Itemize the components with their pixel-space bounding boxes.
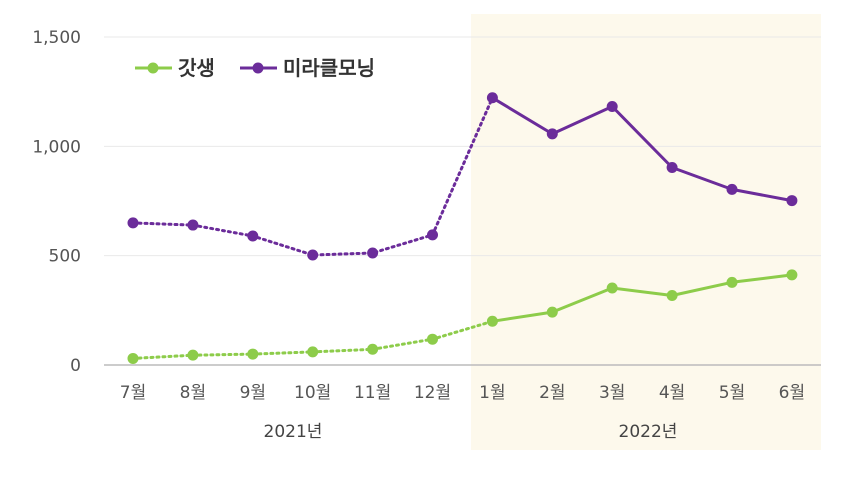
year-label-2022: 2022년 <box>619 422 678 442</box>
series-1-point-11 <box>726 276 738 288</box>
legend-label-gatsaeng: 갓생 <box>178 56 215 80</box>
x-tick-label-5: 11월 <box>354 383 391 403</box>
series-2-point-7 <box>486 92 498 104</box>
legend-marker-gatsaeng <box>147 62 159 74</box>
series-2-point-12 <box>786 195 798 207</box>
y-tick-label-1000: 1,000 <box>32 137 81 157</box>
y-tick-label-500: 500 <box>49 247 81 267</box>
series-1 <box>127 269 798 364</box>
y-tick-label-0: 0 <box>70 356 81 376</box>
series-1-point-6 <box>427 333 438 345</box>
series-1-point-8 <box>546 306 558 318</box>
series-2-solid-segment <box>491 96 793 203</box>
legend: 갓생 미라클모닝 <box>135 56 375 80</box>
series-2-point-8 <box>546 128 558 140</box>
x-tick-label-7: 1월 <box>479 383 505 403</box>
series-2-point-10 <box>666 162 678 174</box>
series-layer <box>127 92 798 364</box>
series-2-point-3 <box>247 230 259 242</box>
x-axis: 7월 8월 9월 10월 11월 12월 1월 2월 3월 4월 5월 6월 <box>104 364 821 403</box>
series-1-point-12 <box>786 269 798 281</box>
series-2-dotted-segment <box>131 96 494 257</box>
series-1-point-1 <box>127 352 139 364</box>
series-2 <box>127 92 798 261</box>
series-2-point-4 <box>307 249 319 261</box>
series-1-point-3 <box>247 348 259 360</box>
series-2-point-9 <box>606 101 618 113</box>
series-1-point-4 <box>307 346 319 358</box>
x-tick-label-10: 4월 <box>659 383 685 403</box>
y-tick-label-1500: 1,500 <box>32 28 81 48</box>
series-1-point-10 <box>666 289 678 301</box>
series-1-point-7 <box>486 315 498 327</box>
x-tick-label-11: 5월 <box>719 383 745 403</box>
series-1-point-5 <box>367 343 379 355</box>
series-2-point-2 <box>187 219 199 231</box>
x-tick-label-4: 10월 <box>294 383 331 403</box>
legend-marker-miracle-morning <box>252 62 264 74</box>
series-2-point-1 <box>127 217 139 229</box>
series-1-point-2 <box>187 349 199 361</box>
year-labels: 2021년 2022년 <box>264 422 678 442</box>
x-tick-label-6: 12월 <box>414 383 451 403</box>
x-tick-label-12: 6월 <box>779 383 805 403</box>
x-tick-label-1: 7월 <box>120 383 146 403</box>
series-1-point-9 <box>606 282 618 294</box>
year-label-2021: 2021년 <box>264 422 323 442</box>
legend-label-miracle-morning: 미라클모닝 <box>283 56 375 80</box>
x-tick-label-8: 2월 <box>539 383 565 403</box>
year-2022-highlight-band <box>471 14 821 450</box>
y-axis: 0 500 1,000 1,500 <box>32 28 81 376</box>
x-tick-label-9: 3월 <box>599 383 625 403</box>
x-tick-label-2: 8월 <box>180 383 206 403</box>
series-1-solid-segment <box>492 273 793 323</box>
series-2-point-6 <box>427 229 438 241</box>
gridlines <box>104 36 821 257</box>
series-2-point-5 <box>367 247 379 259</box>
x-tick-label-3: 9월 <box>240 383 266 403</box>
series-2-point-11 <box>726 183 738 195</box>
